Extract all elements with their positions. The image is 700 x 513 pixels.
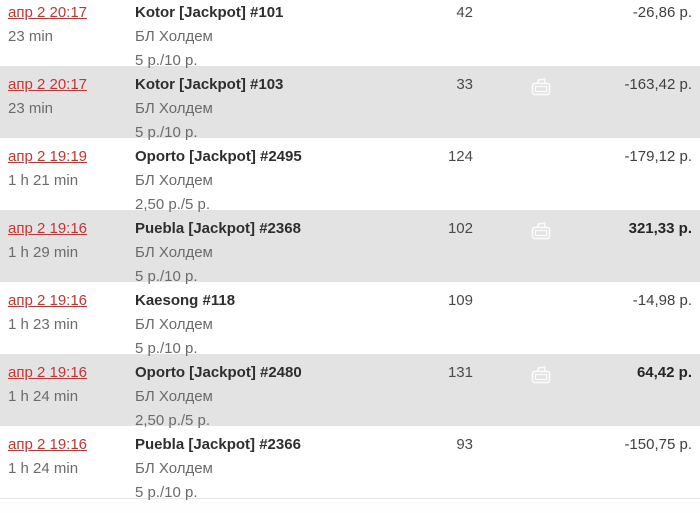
game-type: БЛ Холдем: [135, 388, 213, 405]
session-row[interactable]: апр 2 19:16 1 h 23 min Kaesong #118 БЛ Х…: [0, 282, 700, 357]
icon-cell: [481, 217, 601, 289]
stakes: 5 р./10 р.: [135, 268, 198, 285]
stakes: 5 р./10 р.: [135, 484, 198, 501]
icon-cell: [481, 1, 601, 73]
session-duration: 1 h 21 min: [8, 172, 79, 189]
stakes: 5 р./10 р.: [135, 340, 198, 357]
session-result: 321,33 р.: [628, 220, 692, 237]
game-type: БЛ Холдем: [135, 28, 213, 45]
table-name: Puebla [Jackpot] #2368: [135, 220, 301, 237]
icon-cell: [481, 289, 601, 361]
session-date-link[interactable]: апр 2 19:16: [8, 436, 88, 453]
game-type: БЛ Холдем: [135, 460, 213, 477]
icon-cell: [481, 433, 601, 505]
game-type: БЛ Холдем: [135, 316, 213, 333]
table-name: Puebla [Jackpot] #2366: [135, 436, 301, 453]
game-type: БЛ Холдем: [135, 172, 213, 189]
session-duration: 1 h 23 min: [8, 316, 79, 333]
table-info-cell: Puebla [Jackpot] #2368 БЛ Холдем 5 р./10…: [135, 217, 400, 289]
replay-camera-icon[interactable]: [529, 221, 553, 241]
list-footer: [0, 498, 700, 513]
icon-cell: [481, 361, 601, 433]
session-row[interactable]: апр 2 20:17 23 min Kotor [Jackpot] #103 …: [0, 66, 700, 141]
session-list: апр 2 20:17 23 min Kotor [Jackpot] #101 …: [0, 0, 700, 501]
stakes: 2,50 р./5 р.: [135, 412, 211, 429]
table-name: Oporto [Jackpot] #2495: [135, 148, 302, 165]
session-row[interactable]: апр 2 19:16 1 h 29 min Puebla [Jackpot] …: [0, 210, 700, 285]
replay-camera-icon[interactable]: [529, 77, 553, 97]
stakes: 2,50 р./5 р.: [135, 196, 211, 213]
session-result: -150,75 р.: [624, 436, 692, 453]
session-row[interactable]: апр 2 19:16 1 h 24 min Puebla [Jackpot] …: [0, 426, 700, 501]
table-info-cell: Oporto [Jackpot] #2495 БЛ Холдем 2,50 р.…: [135, 145, 400, 217]
table-name: Kotor [Jackpot] #103: [135, 76, 284, 93]
date-cell: апр 2 20:17 23 min: [8, 73, 135, 145]
table-info-cell: Kotor [Jackpot] #103 БЛ Холдем 5 р./10 р…: [135, 73, 400, 145]
session-row[interactable]: апр 2 19:16 1 h 24 min Oporto [Jackpot] …: [0, 354, 700, 429]
date-cell: апр 2 20:17 23 min: [8, 1, 135, 73]
hands-count: 109: [447, 292, 473, 309]
hands-count: 42: [456, 4, 473, 21]
session-date-link[interactable]: апр 2 20:17: [8, 76, 88, 93]
session-row[interactable]: апр 2 19:19 1 h 21 min Oporto [Jackpot] …: [0, 138, 700, 213]
date-cell: апр 2 19:16 1 h 23 min: [8, 289, 135, 361]
table-info-cell: Kaesong #118 БЛ Холдем 5 р./10 р.: [135, 289, 400, 361]
game-type: БЛ Холдем: [135, 100, 213, 117]
hands-count: 131: [447, 364, 473, 381]
session-duration: 1 h 24 min: [8, 388, 79, 405]
session-date-link[interactable]: апр 2 20:17: [8, 4, 88, 21]
session-date-link[interactable]: апр 2 19:16: [8, 220, 88, 237]
session-result: -26,86 р.: [632, 4, 692, 21]
session-result: 64,42 р.: [636, 364, 692, 381]
date-cell: апр 2 19:16 1 h 29 min: [8, 217, 135, 289]
hands-count: 124: [447, 148, 473, 165]
session-duration: 1 h 24 min: [8, 460, 79, 477]
stakes: 5 р./10 р.: [135, 124, 198, 141]
date-cell: апр 2 19:16 1 h 24 min: [8, 361, 135, 433]
icon-cell: [481, 145, 601, 217]
session-date-link[interactable]: апр 2 19:16: [8, 364, 88, 381]
table-name: Kaesong #118: [135, 292, 236, 309]
replay-camera-icon[interactable]: [529, 365, 553, 385]
session-result: -163,42 р.: [624, 76, 692, 93]
table-name: Oporto [Jackpot] #2480: [135, 364, 302, 381]
game-type: БЛ Холдем: [135, 244, 213, 261]
session-row[interactable]: апр 2 20:17 23 min Kotor [Jackpot] #101 …: [0, 0, 700, 69]
table-info-cell: Oporto [Jackpot] #2480 БЛ Холдем 2,50 р.…: [135, 361, 400, 433]
hands-count: 93: [456, 436, 473, 453]
date-cell: апр 2 19:16 1 h 24 min: [8, 433, 135, 505]
table-name: Kotor [Jackpot] #101: [135, 4, 284, 21]
session-date-link[interactable]: апр 2 19:16: [8, 292, 88, 309]
hands-count: 102: [447, 220, 473, 237]
icon-cell: [481, 73, 601, 145]
session-result: -14,98 р.: [632, 292, 692, 309]
hands-count: 33: [456, 76, 473, 93]
session-duration: 1 h 29 min: [8, 244, 79, 261]
session-result: -179,12 р.: [624, 148, 692, 165]
date-cell: апр 2 19:19 1 h 21 min: [8, 145, 135, 217]
stakes: 5 р./10 р.: [135, 52, 198, 69]
session-date-link[interactable]: апр 2 19:19: [8, 148, 88, 165]
session-duration: 23 min: [8, 100, 54, 117]
session-duration: 23 min: [8, 28, 54, 45]
table-info-cell: Puebla [Jackpot] #2366 БЛ Холдем 5 р./10…: [135, 433, 400, 505]
table-info-cell: Kotor [Jackpot] #101 БЛ Холдем 5 р./10 р…: [135, 1, 400, 73]
